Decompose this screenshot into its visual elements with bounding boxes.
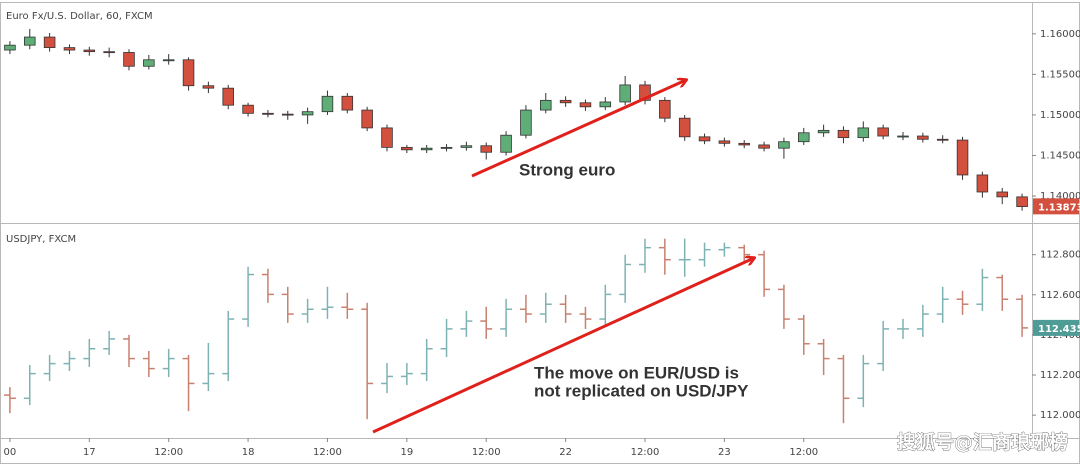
x-tick-label: 12:00 xyxy=(472,447,501,458)
candle-body xyxy=(401,146,413,151)
candle-body xyxy=(282,113,294,116)
annotation: not replicated on USD/JPY xyxy=(534,381,749,400)
x-tick-label: 12:00 xyxy=(789,447,818,458)
y-tick-label: 1.14500 xyxy=(1040,150,1080,161)
candle-body xyxy=(301,111,314,116)
x-tick-label: 22 xyxy=(559,447,572,458)
x-tick-label: 19 xyxy=(400,447,413,458)
candle-body xyxy=(500,134,512,153)
candle-body xyxy=(718,140,731,144)
candle-body xyxy=(24,36,36,46)
candle-body xyxy=(1016,196,1028,207)
y-tick-label: 112.600 xyxy=(1040,290,1080,301)
x-tick-label: 00 xyxy=(4,447,17,458)
candle-body xyxy=(361,109,373,129)
candle-body xyxy=(976,174,989,193)
candle-body xyxy=(758,144,770,149)
y-tick-label: 1.16000 xyxy=(1040,29,1080,40)
marks: 1.14000 1.14500 1.15000 1.15500 1.16000 1.138… xyxy=(4,29,1080,458)
candle-body xyxy=(540,99,552,111)
candle-body xyxy=(778,141,790,149)
candle-body xyxy=(321,95,334,113)
x-tick-label: 18 xyxy=(242,447,255,458)
candle-body xyxy=(440,146,453,149)
last-price-label: 1.13873 xyxy=(1038,202,1080,213)
candle-body xyxy=(520,109,532,136)
y-tick-label: 112.000 xyxy=(1040,410,1080,421)
candle-body xyxy=(4,44,16,51)
annotation: Strong euro xyxy=(519,160,615,179)
candle-body xyxy=(817,129,830,134)
annotation-arrow xyxy=(471,80,686,178)
candle-body xyxy=(63,47,76,51)
pane-title: USDJPY, FXCM xyxy=(6,234,76,245)
x-tick-label: 12:00 xyxy=(313,447,342,458)
candle-body xyxy=(381,127,393,148)
x-tick-label: 12:00 xyxy=(154,447,183,458)
candle-body xyxy=(202,85,215,89)
candle-body xyxy=(242,104,254,114)
candle-body xyxy=(996,191,1008,198)
candle-body xyxy=(480,145,492,153)
candle-body xyxy=(639,84,651,101)
candle-body xyxy=(738,142,750,146)
candle-body xyxy=(559,99,572,104)
candle-body xyxy=(103,51,115,54)
watermark: 搜狐号@汇商琅琊榜 xyxy=(897,431,1068,454)
candle-body xyxy=(956,139,969,176)
candle-body xyxy=(182,59,195,87)
candle-body xyxy=(837,129,850,139)
last-price-badge xyxy=(1033,198,1079,215)
last-price-label: 112.435 xyxy=(1038,324,1080,335)
annotation-arrow xyxy=(372,258,754,434)
candle-body xyxy=(698,136,711,142)
y-tick-label: 1.15000 xyxy=(1040,110,1080,121)
y-tick-label: 1.14000 xyxy=(1040,191,1080,202)
x-tick-label: 12:00 xyxy=(631,447,660,458)
candle-body xyxy=(420,147,433,151)
y-tick-label: 112.200 xyxy=(1040,370,1080,381)
candle-body xyxy=(936,138,949,141)
candle-body xyxy=(262,112,274,115)
candle-body xyxy=(460,145,473,148)
candle-body xyxy=(678,117,691,138)
candle-body xyxy=(877,127,889,137)
candle-body xyxy=(619,84,631,103)
y-tick-label: 112.800 xyxy=(1040,250,1080,261)
candle-body xyxy=(341,95,354,111)
candle-body xyxy=(143,59,155,67)
candle-body xyxy=(917,135,929,140)
candle-body xyxy=(222,87,234,106)
candle-body xyxy=(659,99,671,119)
last-price-badge xyxy=(1033,319,1079,336)
candle-body xyxy=(43,36,56,49)
candle-body xyxy=(123,52,135,67)
candle-body xyxy=(798,132,810,143)
candle-body xyxy=(599,101,612,108)
pane-title: Euro Fx/U.S. Dollar, 60, FXCM xyxy=(6,11,153,22)
candle-body xyxy=(897,135,909,138)
x-tick-label: 17 xyxy=(83,447,96,458)
candle-body xyxy=(579,102,592,108)
y-tick-label: 1.15500 xyxy=(1040,69,1080,80)
candle-body xyxy=(162,59,175,62)
candle-body xyxy=(857,127,870,139)
x-tick-label: 23 xyxy=(718,447,731,458)
annotation: The move on EUR/USD is xyxy=(534,363,739,382)
candle-body xyxy=(83,49,96,53)
